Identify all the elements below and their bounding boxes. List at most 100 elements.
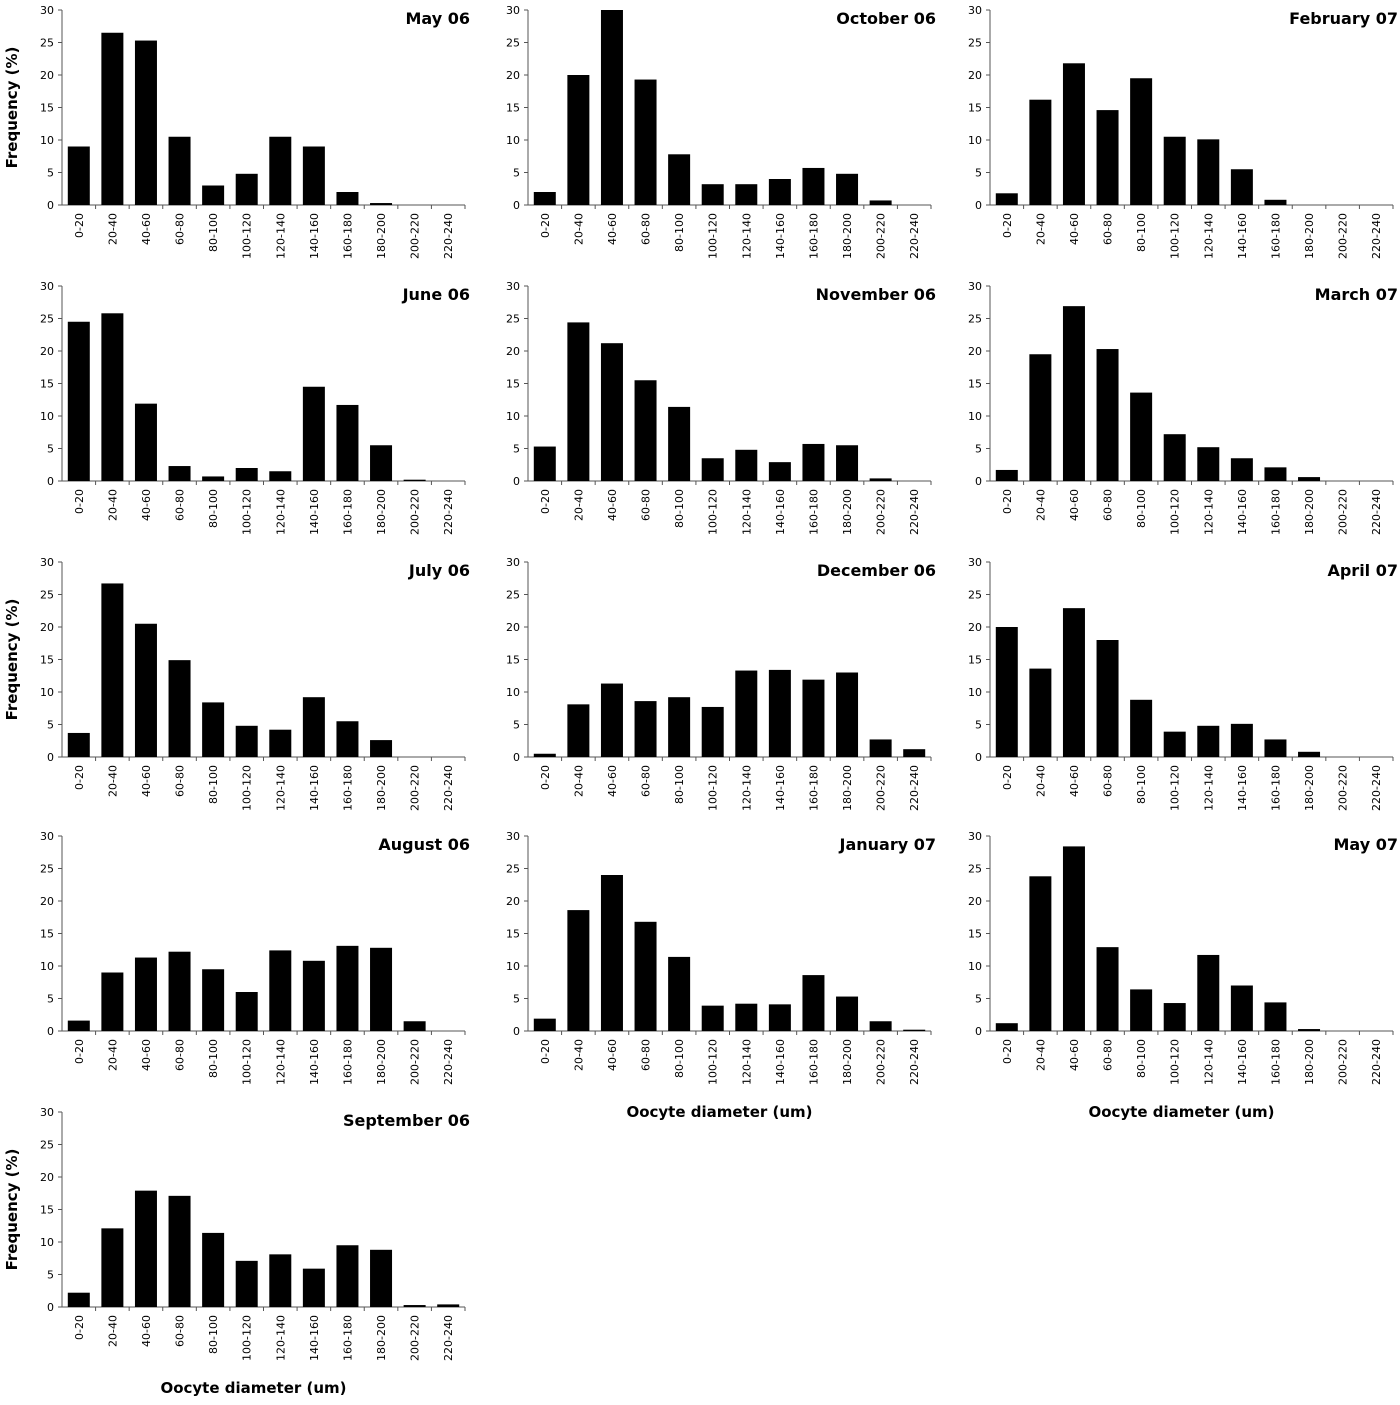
bar	[269, 136, 292, 205]
panel-title: November 06	[816, 285, 936, 304]
y-tick-label: 0	[47, 475, 54, 488]
x-tick-label: 20-40	[572, 213, 585, 245]
bar	[302, 1268, 325, 1307]
y-tick-label: 0	[47, 1301, 54, 1314]
x-tick-label: 220-240	[442, 213, 455, 259]
x-tick-label: 0-20	[1001, 213, 1014, 238]
y-tick-label: 10	[506, 134, 520, 147]
x-tick-label: 60-80	[1102, 765, 1115, 797]
bar	[869, 1021, 892, 1031]
y-tick-label: 20	[968, 621, 982, 634]
y-tick-label: 15	[506, 378, 520, 391]
bar	[802, 443, 825, 481]
bar	[1029, 99, 1052, 205]
y-tick-label: 15	[40, 1204, 54, 1217]
x-tick-label: 80-100	[207, 1039, 220, 1078]
x-tick-label: 40-60	[606, 765, 619, 797]
bar	[67, 321, 90, 481]
x-tick-label: 160-180	[341, 489, 354, 535]
y-tick-label: 25	[506, 37, 520, 50]
bar	[567, 910, 590, 1031]
bar	[735, 184, 758, 205]
bar	[269, 471, 292, 481]
x-tick-label: 140-160	[774, 1039, 787, 1085]
bar	[1298, 477, 1321, 481]
panel-title: August 06	[378, 835, 470, 854]
panel: 0 5 10 15 20 25 30 0-20 20-40 40-60 60-80 80-100 100…	[968, 556, 1398, 811]
bar	[600, 683, 623, 757]
bar	[735, 670, 758, 757]
bar	[1163, 136, 1186, 205]
x-tick-label: 120-140	[1202, 489, 1215, 535]
x-tick-label: 40-60	[140, 765, 153, 797]
bar	[403, 479, 426, 481]
bar	[634, 701, 657, 757]
x-tick-label: 220-240	[442, 1039, 455, 1085]
bar	[634, 79, 657, 205]
x-tick-label: 180-200	[375, 765, 388, 811]
bar	[634, 921, 657, 1031]
y-tick-label: 10	[968, 960, 982, 973]
x-tick-label: 120-140	[1202, 1039, 1215, 1085]
bar	[67, 1020, 90, 1031]
x-tick-label: 180-200	[375, 1315, 388, 1361]
y-tick-label: 10	[968, 134, 982, 147]
x-tick-label: 20-40	[1034, 213, 1047, 245]
x-tick-label: 140-160	[308, 1039, 321, 1085]
bar	[1062, 608, 1085, 757]
panel: 0 5 10 15 20 25 30 0-20 20-40 40-60 60-80 80-100 100…	[506, 4, 936, 259]
bar	[668, 697, 691, 757]
bar	[995, 193, 1018, 205]
bar	[101, 313, 124, 481]
x-tick-label: 120-140	[740, 489, 753, 535]
x-tick-label: 140-160	[308, 489, 321, 535]
bar	[67, 1292, 90, 1307]
bar	[134, 1190, 157, 1307]
bar	[235, 992, 258, 1031]
panel: 0 5 10 15 20 25 30 0-20 20-40 40-60 60-80 80-100 100…	[3, 1106, 470, 1397]
bar	[370, 1249, 393, 1307]
x-tick-label: 40-60	[606, 1039, 619, 1071]
bar	[235, 1260, 258, 1307]
x-tick-label: 160-180	[807, 213, 820, 259]
bar	[302, 146, 325, 205]
bar	[1029, 354, 1052, 481]
panel: 0 5 10 15 20 25 30 0-20 20-40 40-60 60-80 80-100 100…	[40, 280, 470, 535]
x-tick-label: 180-200	[375, 1039, 388, 1085]
x-tick-label: 160-180	[1269, 1039, 1282, 1085]
y-tick-label: 5	[975, 443, 982, 456]
bar	[768, 179, 791, 205]
y-tick-label: 5	[47, 443, 54, 456]
x-tick-label: 60-80	[174, 489, 187, 521]
panel-title: April 07	[1327, 561, 1398, 580]
x-tick-label: 200-220	[875, 489, 888, 535]
x-tick-label: 80-100	[207, 1315, 220, 1354]
bar	[802, 975, 825, 1031]
x-tick-label: 140-160	[308, 1315, 321, 1361]
y-tick-label: 5	[975, 719, 982, 732]
y-tick-label: 0	[975, 1025, 982, 1038]
bar	[134, 403, 157, 481]
x-tick-label: 220-240	[908, 765, 921, 811]
bar	[67, 146, 90, 205]
bar	[836, 173, 859, 205]
x-tick-label: 0-20	[1001, 489, 1014, 514]
bar	[668, 956, 691, 1031]
y-tick-label: 10	[968, 410, 982, 423]
bar	[101, 583, 124, 757]
x-tick-label: 220-240	[1370, 1039, 1383, 1085]
y-tick-label: 25	[40, 863, 54, 876]
x-tick-label: 0-20	[539, 213, 552, 238]
y-tick-label: 15	[506, 928, 520, 941]
bar	[1230, 169, 1253, 205]
x-tick-label: 160-180	[341, 213, 354, 259]
bar	[634, 380, 657, 481]
bar	[567, 704, 590, 757]
x-tick-label: 160-180	[1269, 765, 1282, 811]
bar	[869, 739, 892, 757]
y-tick-label: 15	[40, 928, 54, 941]
x-tick-label: 120-140	[274, 1315, 287, 1361]
x-tick-label: 40-60	[606, 489, 619, 521]
bar	[302, 386, 325, 481]
